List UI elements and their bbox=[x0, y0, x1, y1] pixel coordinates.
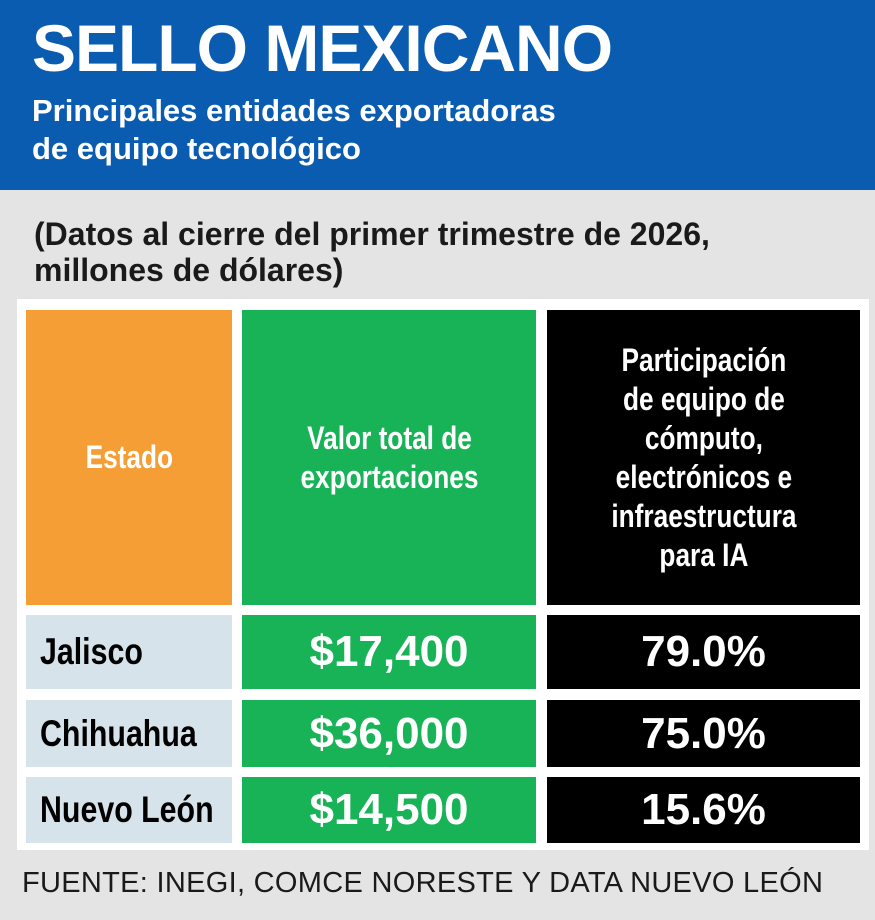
participacion-label: 15.6% bbox=[641, 785, 766, 834]
valor-label: $17,400 bbox=[309, 627, 469, 676]
header-participacion-line: Participación bbox=[621, 341, 786, 378]
estado-label: Chihuahua bbox=[40, 712, 197, 754]
estado-label: Nuevo León bbox=[40, 789, 214, 830]
header-valor-line: exportaciones bbox=[300, 458, 478, 495]
participacion-label: 75.0% bbox=[641, 708, 766, 758]
export-table: Estado Valor total de exportaciones Part… bbox=[17, 299, 869, 850]
participacion-label: 79.0% bbox=[641, 627, 766, 676]
header-valor-label: Valor total de exportaciones bbox=[300, 419, 478, 497]
header-participacion-line: infraestructura bbox=[610, 497, 797, 534]
valor-label: $36,000 bbox=[309, 708, 469, 758]
table-row-jalisco-estado: Jalisco bbox=[26, 615, 232, 689]
table-row-jalisco-valor: $17,400 bbox=[242, 615, 536, 689]
header-participacion-line: cómputo, bbox=[644, 419, 763, 456]
header-participacion-line: para IA bbox=[659, 536, 748, 573]
table-row-nuevo-leon-estado: Nuevo León bbox=[26, 777, 232, 843]
estado-label: Jalisco bbox=[40, 631, 143, 672]
source-credit: FUENTE: INEGI, COMCE NORESTE Y DATA NUEV… bbox=[22, 867, 824, 899]
table-row-jalisco-participacion: 79.0% bbox=[547, 615, 860, 689]
subtitle-line-2: de equipo tecnológico bbox=[32, 131, 361, 166]
subtitle-line-1: Principales entidades exportadoras bbox=[32, 93, 556, 128]
data-note-line-1: (Datos al cierre del primer trimestre de… bbox=[34, 216, 710, 252]
header-participacion-line: electrónicos e bbox=[615, 458, 792, 495]
header-participacion-label: Participación de equipo de cómputo, elec… bbox=[611, 341, 796, 575]
table-row-chihuahua-valor: $36,000 bbox=[242, 700, 536, 767]
table-row-chihuahua-participacion: 75.0% bbox=[547, 700, 860, 767]
header-participacion: Participación de equipo de cómputo, elec… bbox=[547, 310, 860, 605]
header-estado: Estado bbox=[26, 310, 232, 605]
data-note-line-2: millones de dólares) bbox=[34, 252, 344, 288]
valor-label: $14,500 bbox=[309, 785, 469, 834]
table-row-nuevo-leon-valor: $14,500 bbox=[242, 777, 536, 843]
page-title: SELLO MEXICANO bbox=[32, 11, 613, 85]
header-valor: Valor total de exportaciones bbox=[242, 310, 536, 605]
table-row-chihuahua-estado: Chihuahua bbox=[26, 700, 232, 767]
header-banner: SELLO MEXICANO Principales entidades exp… bbox=[0, 0, 875, 190]
header-valor-line: Valor total de bbox=[306, 419, 472, 456]
header-estado-label: Estado bbox=[85, 438, 172, 477]
data-note: (Datos al cierre del primer trimestre de… bbox=[34, 216, 710, 288]
subtitle: Principales entidades exportadoras de eq… bbox=[32, 92, 556, 168]
header-participacion-line: de equipo de bbox=[622, 380, 785, 417]
header-estado-line: Estado bbox=[85, 439, 173, 475]
table-row-nuevo-leon-participacion: 15.6% bbox=[547, 777, 860, 843]
